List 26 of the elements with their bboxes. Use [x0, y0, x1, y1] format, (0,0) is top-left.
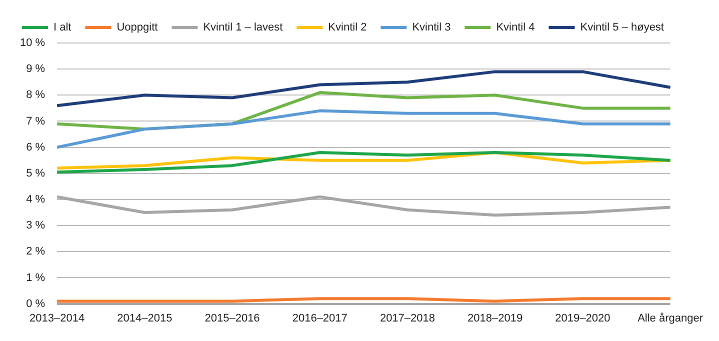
legend-label: Kvintil 3	[412, 22, 451, 34]
legend-label: Kvintil 2	[328, 22, 367, 34]
x-tick-label: 2016–2017	[292, 312, 348, 324]
x-tick-label: 2017–2018	[380, 312, 436, 324]
x-tick-label: Alle årganger	[638, 312, 704, 324]
legend-label: Kvintil 1 – lavest	[203, 22, 283, 34]
legend-label: Uoppgitt	[116, 22, 158, 34]
y-tick-label: 8 %	[26, 89, 46, 102]
y-tick-label: 10 %	[20, 37, 46, 50]
x-tick-label: 2013–2014	[30, 312, 85, 324]
x-tick-label: 2014–2015	[117, 312, 172, 324]
y-tick-label: 0 %	[26, 298, 46, 310]
x-tick-label: 2018–2019	[468, 312, 523, 324]
y-tick-label: 6 %	[26, 141, 46, 154]
legend-label: Kvintil 4	[496, 22, 535, 34]
y-tick-label: 5 %	[26, 167, 46, 180]
y-tick-label: 9 %	[26, 63, 46, 76]
y-tick-label: 1 %	[26, 272, 46, 284]
x-tick-label: 2015–2016	[204, 312, 260, 324]
y-tick-label: 7 %	[26, 115, 46, 128]
y-tick-label: 2 %	[26, 246, 46, 258]
legend-label: Kvintil 5 – høyest	[580, 22, 664, 34]
legend-label: I alt	[54, 22, 72, 34]
y-tick-label: 4 %	[26, 194, 46, 206]
y-tick-label: 3 %	[26, 220, 46, 232]
x-tick-label: 2019–2020	[555, 312, 610, 324]
